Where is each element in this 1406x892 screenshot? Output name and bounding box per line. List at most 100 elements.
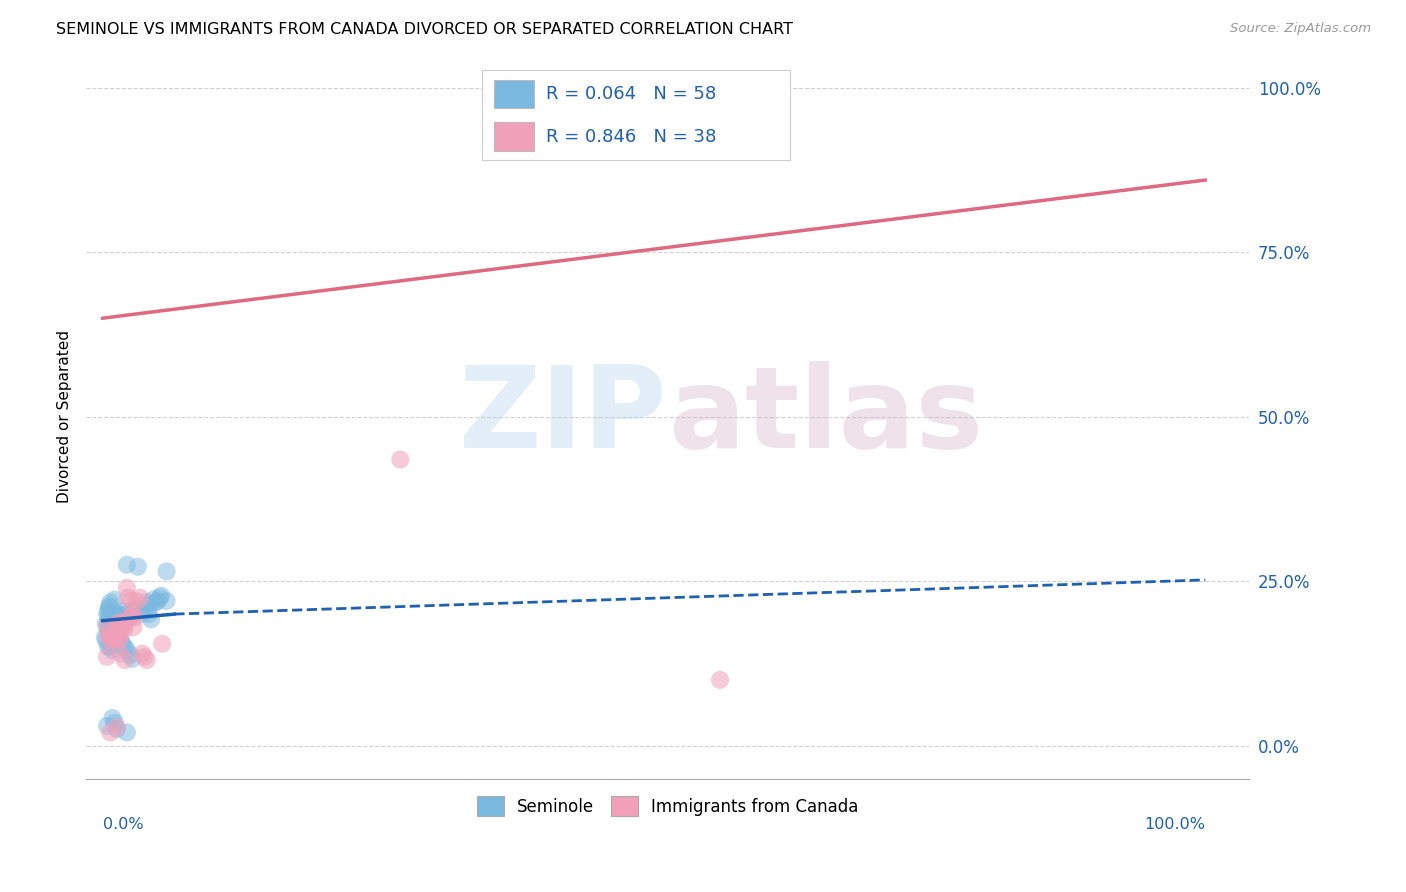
Point [114, 653, 136, 667]
Text: SEMINOLE VS IMMIGRANTS FROM CANADA DIVORCED OR SEPARATED CORRELATION CHART: SEMINOLE VS IMMIGRANTS FROM CANADA DIVOR… [56, 22, 793, 37]
Point [101, 610, 124, 624]
Point [120, 610, 142, 624]
Point [146, 594, 169, 608]
Point [107, 607, 129, 621]
Point [709, 673, 731, 687]
Point [98, 608, 121, 623]
Point [122, 620, 145, 634]
Point [98, 630, 121, 644]
Point [110, 610, 132, 624]
Point [115, 581, 138, 595]
Point [105, 612, 128, 626]
Point [97, 604, 120, 618]
Point [104, 630, 127, 644]
Point [118, 610, 141, 624]
Point [125, 602, 148, 616]
Point [139, 597, 162, 611]
Point [105, 722, 128, 736]
Point [150, 637, 173, 651]
Point [104, 625, 127, 640]
Legend: Seminole, Immigrants from Canada: Seminole, Immigrants from Canada [471, 789, 865, 822]
Point [101, 627, 124, 641]
Text: 100.0%: 100.0% [1144, 817, 1205, 832]
Point [149, 591, 172, 605]
Point [97, 624, 120, 638]
Point [96, 620, 118, 634]
Point [139, 612, 162, 626]
Point [115, 607, 138, 621]
Point [122, 604, 145, 618]
Point [115, 643, 138, 657]
Point [120, 648, 142, 662]
Point [104, 632, 127, 646]
Point [107, 624, 129, 638]
Point [96, 649, 118, 664]
Text: ZIP: ZIP [460, 361, 668, 473]
Point [98, 600, 121, 615]
Text: 0.0%: 0.0% [103, 817, 143, 832]
Point [97, 615, 120, 629]
Y-axis label: Divorced or Separated: Divorced or Separated [58, 330, 72, 503]
Point [98, 633, 121, 648]
Point [111, 608, 134, 623]
Point [104, 608, 127, 623]
Point [101, 619, 124, 633]
Point [134, 649, 156, 664]
Point [110, 647, 132, 661]
Point [98, 599, 121, 614]
Point [107, 630, 129, 644]
Point [124, 610, 146, 624]
Point [150, 589, 173, 603]
Point [117, 591, 139, 605]
Text: atlas: atlas [668, 361, 983, 473]
Point [114, 604, 136, 618]
Point [135, 595, 157, 609]
Point [131, 607, 153, 621]
Point [97, 640, 120, 654]
Point [127, 559, 149, 574]
Point [155, 565, 177, 579]
Point [135, 653, 157, 667]
Point [98, 640, 121, 654]
Point [98, 610, 121, 624]
Point [110, 633, 132, 648]
Point [134, 602, 156, 616]
Point [96, 607, 118, 621]
Point [115, 725, 138, 739]
Point [104, 592, 127, 607]
Point [389, 452, 412, 467]
Point [142, 592, 165, 607]
Point [105, 617, 128, 632]
Point [94, 630, 117, 644]
Point [145, 595, 167, 609]
Point [120, 594, 142, 608]
Text: Source: ZipAtlas.com: Source: ZipAtlas.com [1230, 22, 1371, 36]
Point [114, 640, 136, 654]
Point [96, 719, 118, 733]
Point [121, 607, 143, 621]
Point [110, 615, 132, 629]
Point [103, 606, 125, 620]
Point [94, 617, 117, 632]
Point [112, 624, 135, 638]
Point [129, 591, 152, 605]
Point [108, 633, 131, 648]
Point [120, 608, 142, 623]
Point [110, 620, 132, 634]
Point [105, 720, 128, 734]
Point [114, 620, 136, 634]
Point [125, 594, 148, 608]
Point [111, 617, 134, 632]
Point [131, 647, 153, 661]
Point [155, 594, 177, 608]
Point [111, 637, 134, 651]
Point [104, 715, 127, 730]
Point [101, 643, 124, 657]
Point [98, 595, 121, 609]
Point [115, 558, 138, 572]
Point [97, 627, 120, 641]
Point [108, 630, 131, 644]
Point [101, 632, 124, 646]
Point [98, 725, 121, 739]
Point [101, 711, 124, 725]
